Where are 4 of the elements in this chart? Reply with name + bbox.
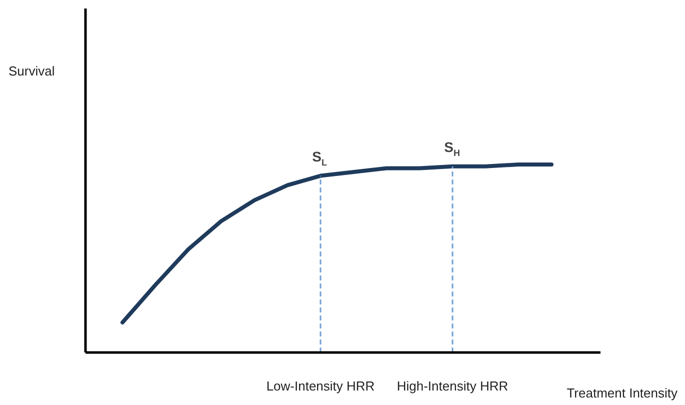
text: Survival xyxy=(8,64,55,78)
x-axis-title: Treatment Intensity xyxy=(566,386,678,400)
x-tick-label: High-Intensity HRR xyxy=(396,378,508,394)
x-tick-label: Low-Intensity HRR xyxy=(266,378,375,394)
